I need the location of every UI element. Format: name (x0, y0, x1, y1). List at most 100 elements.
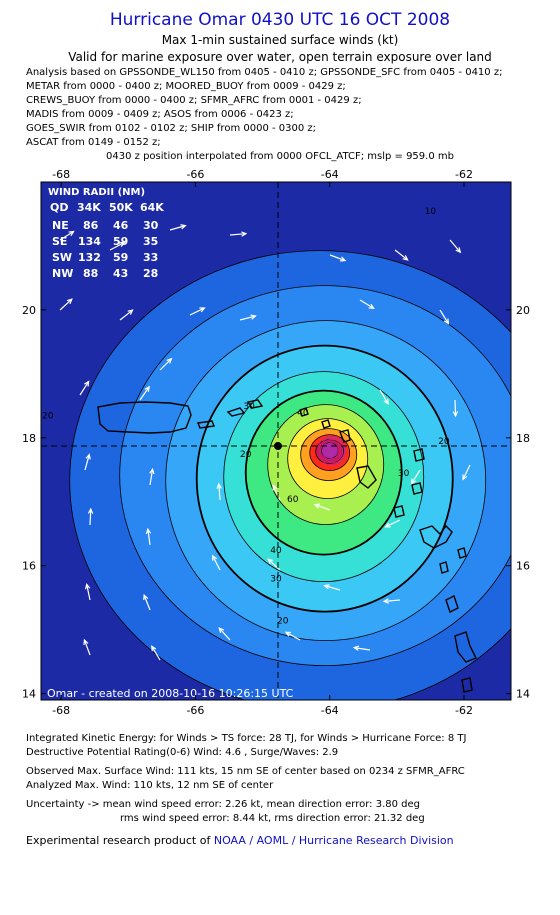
island-outline (299, 407, 309, 417)
contour-label: 40 (270, 546, 282, 556)
coastlines (97, 399, 477, 693)
wind-radii-header: 64K (140, 201, 164, 214)
contour-label: 10 (425, 207, 437, 217)
wind-arrow (218, 627, 231, 641)
island-outline (411, 482, 423, 495)
uncertainty-line: Uncertainty -> mean wind speed error: 2.… (26, 799, 421, 810)
x-tick-label: -66 (186, 170, 204, 181)
wind-arrow (267, 558, 281, 571)
wind-arrow (119, 309, 134, 321)
wind-radii-cell: 59 (113, 235, 128, 248)
wind-radii-cell: NW (52, 267, 73, 280)
wind-radii-cell: SE (52, 235, 67, 248)
analysis-line: METAR from 0000 - 0400 z; MOORED_BUOY fr… (26, 81, 346, 92)
observed-max-line: Observed Max. Surface Wind: 111 kts, 15 … (26, 766, 465, 777)
y-tick-label: 20 (22, 304, 36, 317)
y-tick-label: 18 (22, 432, 36, 445)
wind-arrow (87, 507, 94, 526)
wind-arrow (59, 230, 75, 241)
wind-arrow (109, 241, 126, 251)
y-tick-label: 14 (22, 688, 36, 701)
valid-line: Valid for marine exposure over water, op… (68, 50, 492, 64)
island-outline (461, 677, 473, 693)
wind-radii-cell: 132 (78, 251, 101, 264)
island-outline (246, 399, 264, 409)
wind-arrow (149, 467, 155, 486)
wind-arrow (352, 645, 371, 651)
wind-arrow (151, 645, 161, 661)
wind-arrow (439, 309, 450, 325)
wind-arrow (145, 527, 152, 546)
wind-arrow (394, 249, 409, 261)
wind-radii-cell: SW (52, 251, 72, 264)
wind-radii-header: 50K (109, 201, 133, 214)
contour-label: 30 (270, 575, 282, 585)
island-outline (445, 595, 459, 613)
analysis-line: ASCAT from 0149 - 0152 z; (26, 137, 161, 148)
analysis-line: MADIS from 0009 - 0409 z; ASOS from 0006… (26, 109, 294, 120)
wind-arrow (159, 357, 173, 371)
x-tick-label: -62 (455, 704, 473, 717)
wind-arrow (452, 399, 459, 418)
y-tick-label: 16 (22, 560, 36, 573)
wind-radii-cell: 33 (143, 251, 158, 264)
y-tick-label: 16 (516, 560, 530, 573)
wind-arrow (84, 582, 91, 601)
eyewall-contour (321, 440, 342, 461)
wind-radii-cell: 88 (83, 267, 98, 280)
island-outline (356, 465, 377, 489)
plot-area: 10 20 20 20 30 30 30 40 40 60 20 WIND RADII (NM) Q… (41, 182, 511, 700)
wind-radii-header: 34K (77, 201, 101, 214)
chart-credit: Omar - created on 2008-10-16 10:26:15 UT… (47, 687, 294, 700)
uncertainty-rms-line: rms wind speed error: 8.44 kt, rms direc… (120, 813, 425, 824)
island-outline (393, 505, 405, 518)
storm-center-marker (274, 442, 282, 450)
wind-arrow (284, 631, 301, 641)
y-tick-label: 18 (516, 432, 530, 445)
eyewall-contour (318, 437, 345, 464)
wind-radii-cell: 28 (143, 267, 158, 280)
wind-arrow (323, 584, 341, 591)
x-tick-label: -68 (52, 704, 70, 717)
wind-arrow (139, 385, 150, 401)
island-outline (454, 631, 477, 663)
island-outline (197, 420, 215, 429)
wind-arrow (239, 314, 257, 321)
wind-radii-title: WIND RADII (NM) (48, 187, 145, 198)
ike-line: Integrated Kinetic Energy: for Winds > T… (26, 733, 467, 744)
wind-arrow (143, 593, 151, 611)
wind-radii-cell: 59 (113, 251, 128, 264)
contour-label: 20 (240, 450, 252, 460)
wind-arrow (83, 638, 91, 656)
wind-radii-table: WIND RADII (NM) QD 34K 50K 64K NE 86 46 … (48, 187, 164, 280)
axis-ticks: -68 -68 -66 -66 -64 -64 -62 -62 20 20 18 18 16 16 14 14 (22, 170, 530, 717)
wind-radii-cell: 46 (113, 219, 129, 232)
analysis-line: GOES_SWIR from 0102 - 0102 z; SHIP from … (26, 123, 317, 134)
wind-arrow (272, 484, 281, 501)
contour-label: 20 (42, 412, 54, 422)
eyewall-contour (328, 447, 336, 454)
experimental-text: Experimental research product of (26, 834, 214, 847)
page-title: Hurricane Omar 0430 UTC 16 OCT 2008 (109, 10, 451, 30)
wind-arrow (189, 307, 206, 316)
contour-label: 40 (297, 408, 309, 418)
wind-arrow (382, 598, 401, 604)
island-outline (339, 429, 351, 443)
wind-arrow (384, 519, 401, 528)
wind-arrow (462, 464, 471, 481)
position-line: 0430 z position interpolated from 0000 O… (106, 151, 454, 162)
wind-radii-cell: 43 (113, 267, 128, 280)
island-outline (413, 448, 425, 462)
wind-arrow (59, 298, 73, 311)
x-tick-label: -68 (52, 170, 70, 181)
hrd-link[interactable]: NOAA / AOML / Hurricane Research Divisio… (213, 834, 454, 847)
wind-contour-bands (69, 250, 511, 700)
wind-arrow (410, 469, 421, 485)
wind-radii-cell: 86 (83, 219, 99, 232)
wind-arrow (79, 380, 90, 396)
wind-radii-header: QD (50, 201, 68, 214)
dpr-line: Destructive Potential Rating(0-6) Wind: … (26, 747, 339, 758)
wind-arrow (329, 254, 347, 262)
wind-arrow (84, 453, 91, 471)
x-tick-label: -66 (186, 704, 204, 717)
